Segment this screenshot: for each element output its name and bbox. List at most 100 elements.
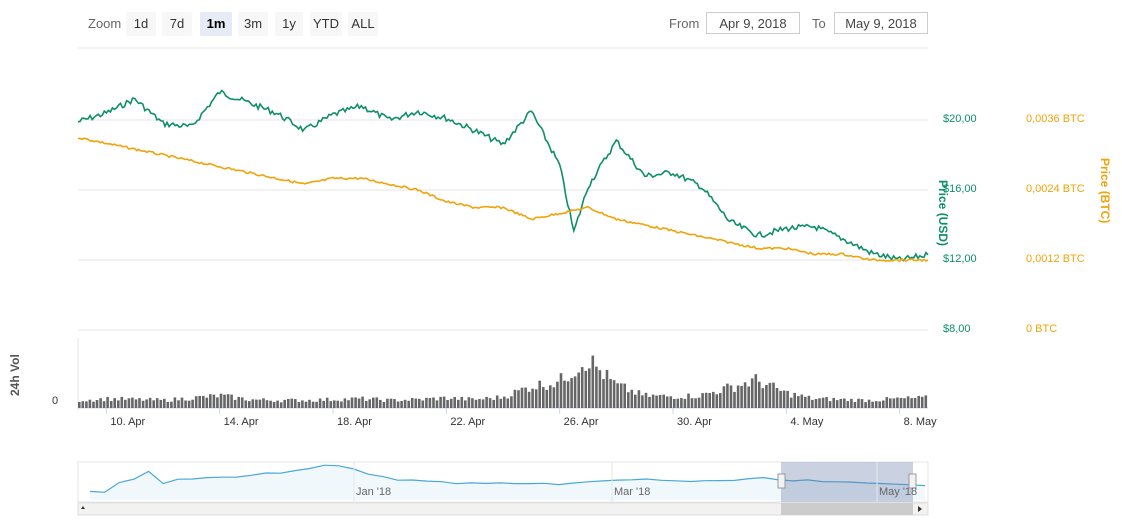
volume-bar xyxy=(159,399,163,408)
volume-bar xyxy=(765,385,768,408)
volume-bar xyxy=(733,391,736,408)
volume-bar xyxy=(750,378,754,408)
volume-bar xyxy=(729,385,733,408)
volume-bar xyxy=(595,366,598,408)
zoom-button-ytd[interactable]: YTD xyxy=(310,12,342,36)
volume-bar xyxy=(658,394,662,408)
volume-bar xyxy=(906,396,910,408)
to-date-input[interactable]: May 9, 2018 xyxy=(834,12,928,34)
volume-bar xyxy=(240,397,244,408)
volume-bar xyxy=(814,399,818,408)
volume-bar xyxy=(495,395,499,408)
volume-bar xyxy=(198,395,201,408)
x-tick-label: 4. May xyxy=(790,416,824,428)
zoom-button-all[interactable]: ALL xyxy=(348,12,378,36)
volume-bar xyxy=(453,397,456,408)
volume-bar xyxy=(867,399,871,408)
btc-axis-title: Price (BTC) xyxy=(1098,158,1112,224)
volume-bar xyxy=(715,394,719,408)
volume-bar xyxy=(361,396,364,408)
volume-bar xyxy=(818,398,821,408)
volume-bar xyxy=(864,402,867,408)
volume-bar xyxy=(372,397,375,408)
volume-bar xyxy=(446,400,449,408)
volume-bar xyxy=(184,400,187,408)
volume-bar xyxy=(145,399,148,408)
volume-bar xyxy=(322,400,325,408)
volume-bar xyxy=(88,399,92,408)
navigator-label: May '18 xyxy=(879,486,918,498)
volume-bar xyxy=(517,390,520,408)
volume-bar xyxy=(202,395,205,408)
volume-bar xyxy=(853,402,857,408)
volume-bar xyxy=(811,399,814,408)
x-tick-label: 22. Apr xyxy=(450,416,486,428)
volume-bar xyxy=(832,397,835,408)
volume-bar xyxy=(860,399,864,408)
volume-bar xyxy=(542,387,545,408)
volume-bar xyxy=(251,399,255,408)
zoom-button-1y[interactable]: 1y xyxy=(275,12,303,36)
volume-bar xyxy=(591,355,595,408)
volume-bar xyxy=(223,394,226,408)
usd-price-line xyxy=(77,89,929,262)
volume-bar xyxy=(506,398,510,408)
volume-bar xyxy=(683,398,687,408)
volume-bar xyxy=(627,392,630,408)
volume-bar xyxy=(439,396,442,408)
volume-bar xyxy=(882,400,885,408)
volume-bar xyxy=(641,395,644,408)
volume-bar xyxy=(382,402,386,408)
volume-bar xyxy=(216,397,219,408)
volume-bar xyxy=(800,394,804,408)
volume-bar xyxy=(839,398,843,408)
volume-bar xyxy=(166,401,170,408)
volume-bar xyxy=(233,399,237,408)
volume-bar xyxy=(676,398,680,408)
volume-bar xyxy=(442,396,446,408)
volume-bar xyxy=(106,396,109,408)
volume-bar xyxy=(265,400,269,408)
volume-bar xyxy=(276,400,279,408)
btc-tick-label: 0,0036 BTC xyxy=(1026,113,1085,125)
volume-bar xyxy=(375,397,379,408)
volume-bar xyxy=(194,396,198,408)
volume-bar xyxy=(237,396,240,408)
volume-bar xyxy=(609,379,612,408)
from-label: From xyxy=(669,16,700,31)
volume-bar xyxy=(290,398,294,408)
volume-bar xyxy=(177,400,180,408)
zoom-button-3m[interactable]: 3m xyxy=(238,12,268,36)
volume-bars xyxy=(78,355,928,408)
volume-bar xyxy=(708,393,711,408)
volume-bar xyxy=(209,394,212,408)
zoom-button-1m[interactable]: 1m xyxy=(200,12,232,36)
volume-bar xyxy=(457,399,460,408)
volume-bar xyxy=(655,395,658,408)
volume-bar xyxy=(85,401,88,408)
volume-bar xyxy=(138,398,141,408)
volume-bar xyxy=(680,398,683,408)
x-tick-label: 8. May xyxy=(903,416,937,428)
volume-bar xyxy=(637,390,641,408)
volume-bar xyxy=(903,398,906,408)
volume-bar xyxy=(212,394,216,408)
from-date-input[interactable]: Apr 9, 2018 xyxy=(706,12,800,34)
volume-bar xyxy=(262,398,265,408)
volume-bar xyxy=(304,401,308,408)
volume-bar xyxy=(758,381,761,408)
volume-bar xyxy=(432,397,435,408)
volume-bar xyxy=(712,391,715,408)
volume-axis-title: 24h Vol xyxy=(8,354,22,396)
volume-bar xyxy=(485,396,488,408)
volume-bar xyxy=(797,396,800,408)
volume-bar xyxy=(694,398,697,408)
volume-bar xyxy=(471,398,474,408)
volume-bar xyxy=(602,379,605,408)
zoom-button-1d[interactable]: 1d xyxy=(126,12,156,36)
volume-bar xyxy=(414,398,418,408)
volume-bar xyxy=(619,383,623,408)
zoom-button-7d[interactable]: 7d xyxy=(162,12,192,36)
volume-bar xyxy=(301,400,304,408)
